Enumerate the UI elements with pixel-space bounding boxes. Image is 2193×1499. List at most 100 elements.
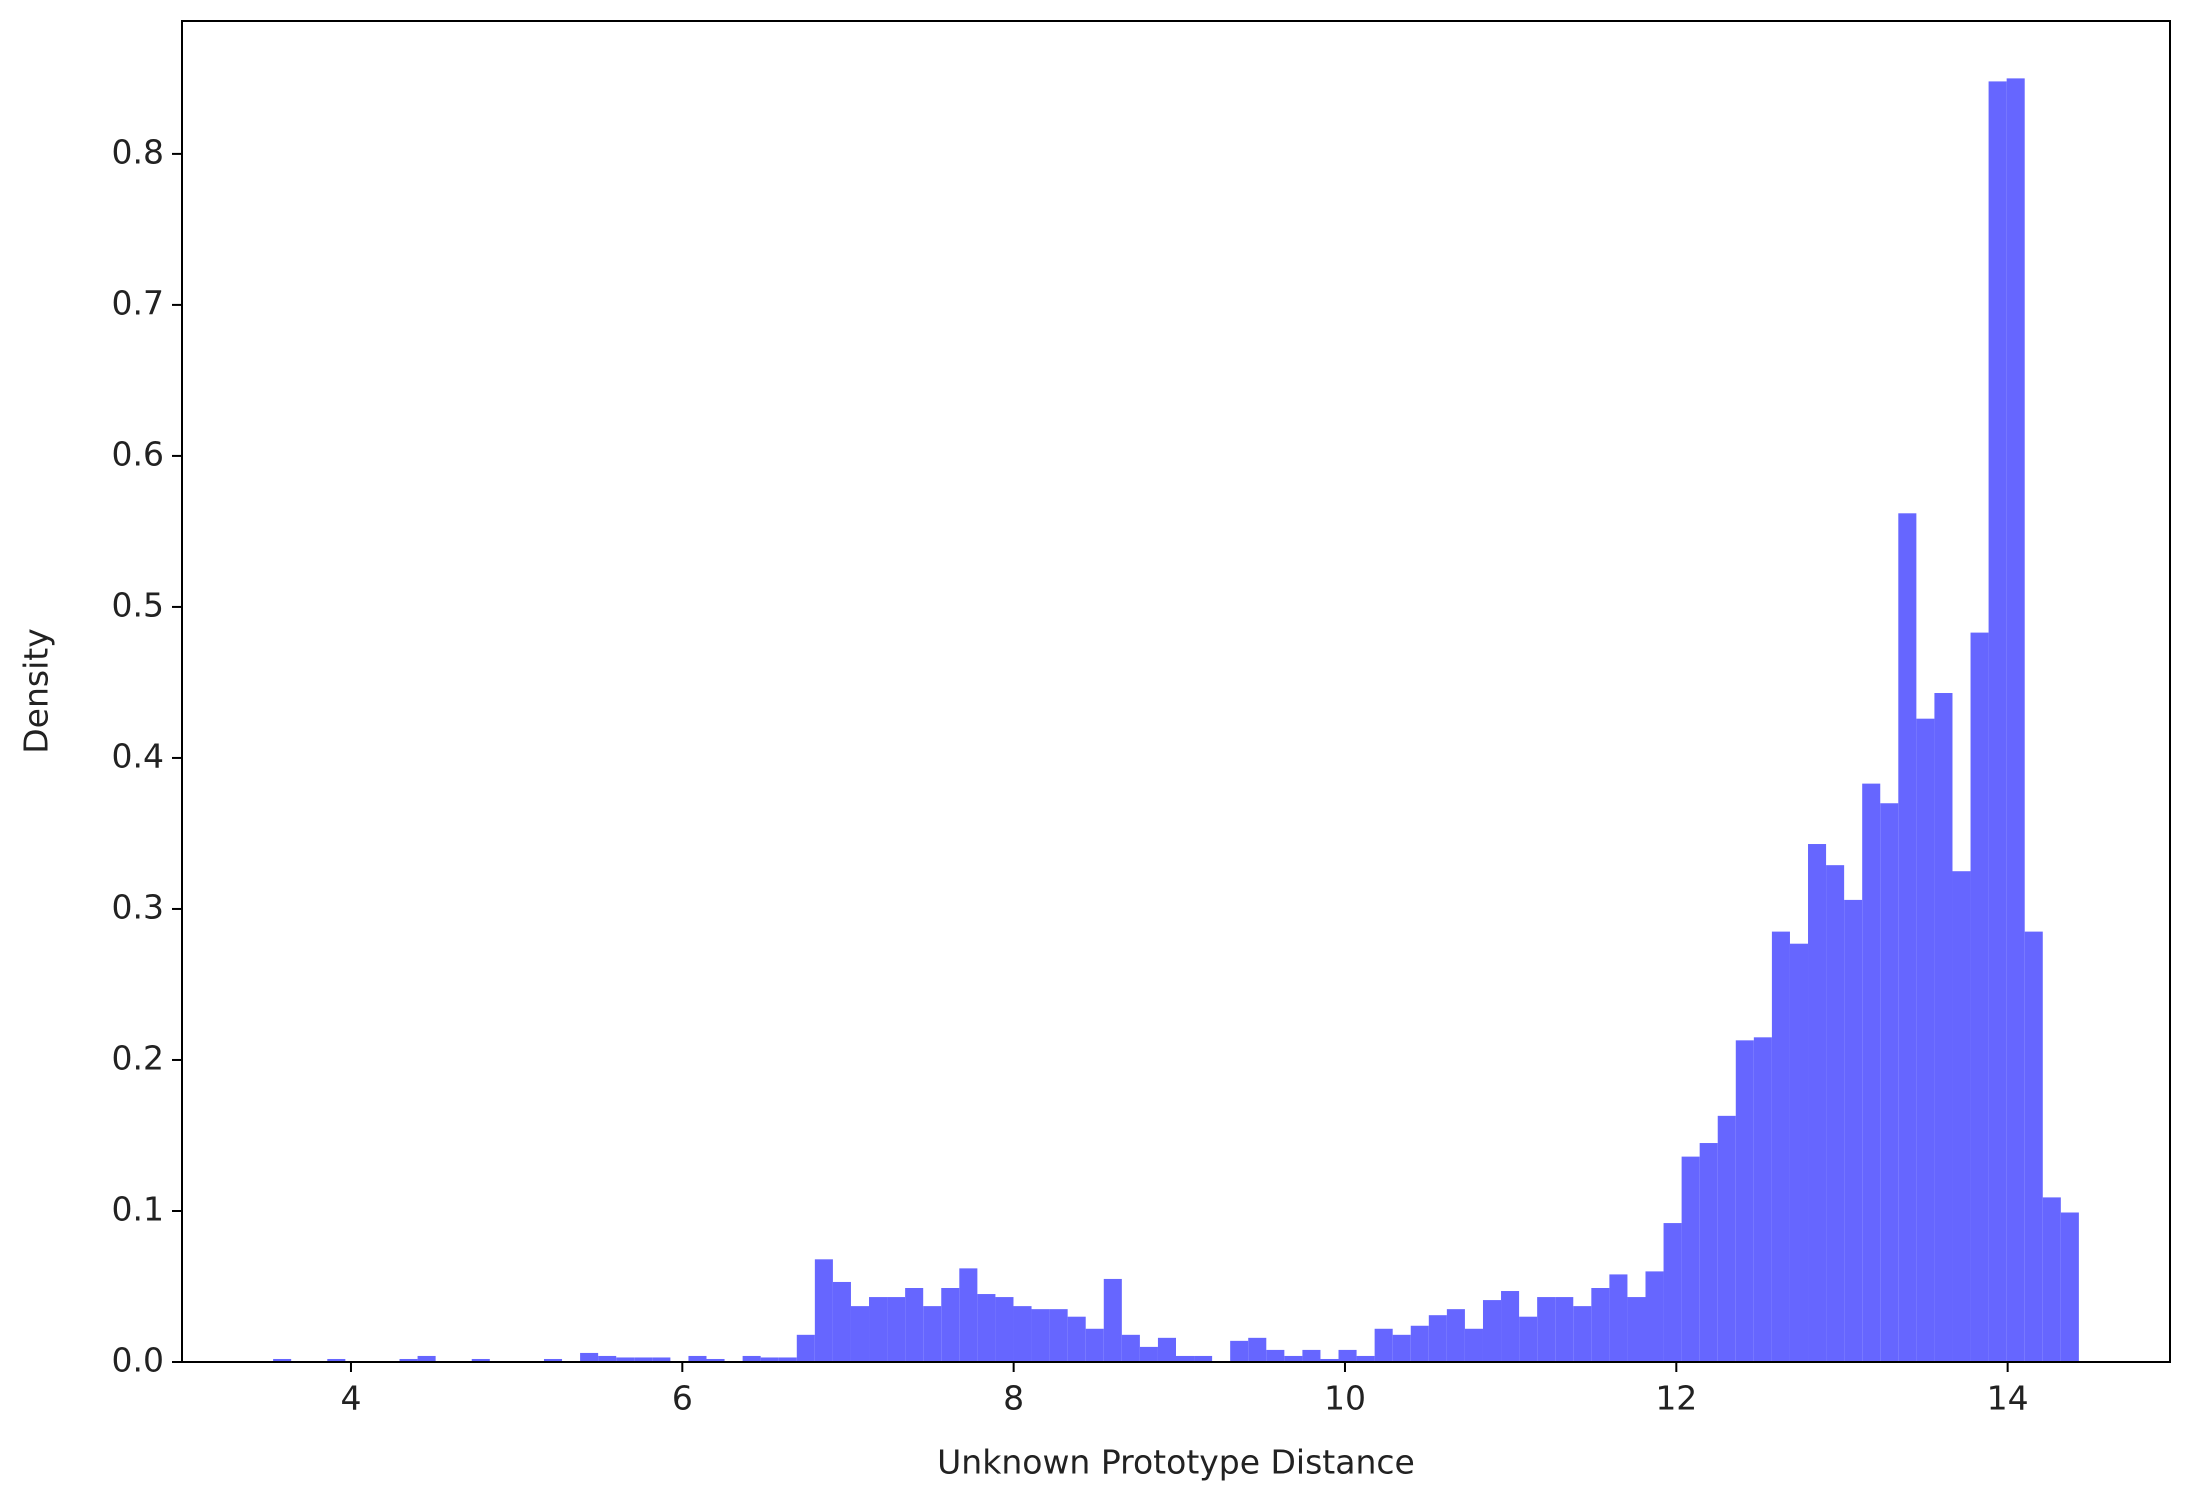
bar [1591,1288,1610,1362]
bar [1753,1037,1772,1362]
bar [850,1306,870,1362]
axes-frame [181,20,2171,1363]
bar [1320,1358,1339,1362]
bar [399,1358,418,1362]
bar [1067,1316,1086,1362]
bar [1248,1337,1267,1362]
y-tick-label: 0.2 [112,1038,164,1077]
bar [1934,693,1953,1362]
bar [1627,1297,1646,1362]
bar [543,1358,563,1362]
bar [706,1358,725,1362]
bar [959,1268,978,1362]
bar [1410,1325,1429,1362]
x-tick-label: 12 [1655,1379,1697,1418]
x-tick-label: 14 [1987,1379,2029,1418]
y-tick-label: 0.7 [112,283,164,322]
bar [598,1355,617,1362]
bar [869,1297,888,1362]
bar [471,1358,490,1362]
bar [1266,1349,1285,1362]
bar [1573,1306,1592,1362]
bar [1103,1278,1122,1362]
bar [1609,1274,1628,1362]
bar [1537,1297,1556,1362]
bar [1230,1340,1249,1362]
bar [2042,1197,2061,1362]
bar [580,1352,599,1362]
bar [1157,1337,1176,1362]
bar [1735,1040,1754,1362]
y-tick-label: 0.6 [112,434,164,473]
y-tick-label: 0.1 [112,1189,164,1228]
bar [1428,1315,1447,1362]
bar [2024,931,2043,1362]
bar [1013,1306,1032,1362]
bar [1844,899,1863,1362]
bar [1699,1143,1718,1362]
bar [273,1358,292,1362]
bar [1771,931,1790,1362]
bar [1970,632,1989,1362]
bar [1862,783,1881,1362]
bar [1338,1349,1357,1362]
bar [1645,1271,1664,1362]
bar [995,1297,1014,1362]
bar [1482,1300,1502,1362]
bar [778,1357,797,1362]
bar [1049,1309,1068,1362]
bar [923,1306,942,1362]
bar [2060,1212,2079,1362]
bar [832,1281,851,1362]
bar [1139,1346,1158,1362]
y-tick-label: 0.0 [112,1341,164,1380]
bar [1392,1334,1411,1362]
bar [1374,1328,1393,1362]
bar [1555,1297,1574,1362]
bar [1121,1334,1140,1362]
bar [1302,1349,1321,1362]
y-tick-label: 0.4 [112,736,164,775]
bar [941,1288,960,1362]
bar [796,1334,815,1362]
y-tick-label: 0.8 [112,132,164,171]
bar [1826,865,1845,1362]
bar [760,1357,779,1362]
bar [1446,1309,1465,1362]
bar [977,1294,996,1362]
bar [1789,943,1809,1362]
x-tick-label: 6 [672,1379,693,1418]
bar [1284,1355,1303,1362]
bar [1988,81,2007,1363]
bar [1880,803,1899,1362]
bar [327,1358,346,1362]
x-tick-label: 4 [340,1379,361,1418]
bar [616,1357,635,1362]
x-tick-label: 10 [1324,1379,1366,1418]
bar [652,1357,671,1362]
bar [688,1355,707,1362]
bar [1085,1328,1104,1362]
bar [1519,1316,1538,1362]
bar [1031,1309,1050,1362]
bar [1681,1156,1700,1362]
y-axis-label: Density [17,628,56,753]
bar [1176,1355,1195,1362]
bar [1501,1291,1520,1362]
bar [634,1357,653,1362]
x-axis-label: Unknown Prototype Distance [937,1443,1415,1482]
bar [1898,513,1917,1362]
bar [814,1259,833,1362]
bar [887,1297,906,1362]
y-tick-label: 0.3 [112,887,164,926]
y-tick-label: 0.5 [112,585,164,624]
bar [1808,844,1827,1362]
bar [742,1355,761,1362]
bar [1194,1355,1213,1362]
bar [1952,871,1971,1362]
bar [2006,78,2025,1362]
bar [1717,1115,1736,1362]
bar [1663,1223,1682,1362]
